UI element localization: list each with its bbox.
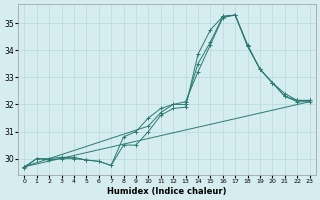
X-axis label: Humidex (Indice chaleur): Humidex (Indice chaleur) [107,187,227,196]
